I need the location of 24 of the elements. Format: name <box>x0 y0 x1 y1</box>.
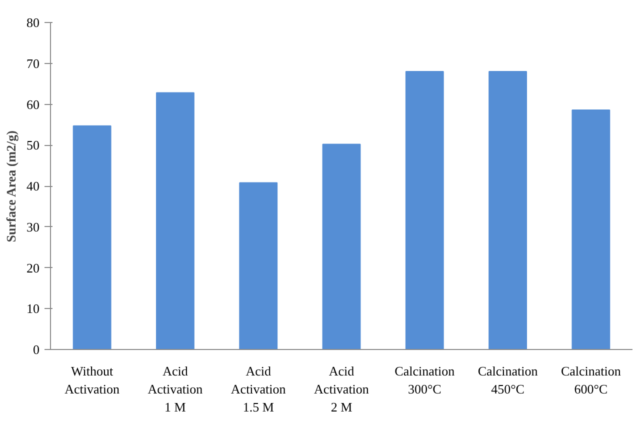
bar <box>572 109 610 350</box>
bar <box>156 92 194 350</box>
x-tick-label: Calcination 600°C <box>560 364 622 396</box>
x-tick-label: Acid Activation 1 M <box>148 364 204 414</box>
x-tick-label: Acid Activation 1.5 M <box>230 364 286 414</box>
bar <box>488 71 527 350</box>
y-axis-title: Surface Area (m2/g) <box>4 130 18 242</box>
x-tick-label: Calcination 300°C <box>394 364 456 396</box>
y-tick-label: 60 <box>26 96 40 112</box>
bar <box>405 71 444 350</box>
y-tick-label: 30 <box>26 219 40 234</box>
y-tick-label: 10 <box>26 301 40 316</box>
y-tick-label: 50 <box>26 138 40 153</box>
x-tick-label: Without Activation <box>64 364 120 396</box>
bar <box>239 182 278 350</box>
y-tick-label: 40 <box>26 178 40 194</box>
x-tick-label: Calcination 450°C <box>478 364 538 396</box>
y-tick-label: 70 <box>26 56 40 71</box>
bar <box>72 125 112 350</box>
y-tick-label: 80 <box>26 15 40 30</box>
y-tick-label: 0 <box>33 342 40 357</box>
y-tick-label: 20 <box>26 260 40 276</box>
bar <box>322 144 361 350</box>
x-tick-label: Acid Activation 2 M <box>314 364 370 414</box>
